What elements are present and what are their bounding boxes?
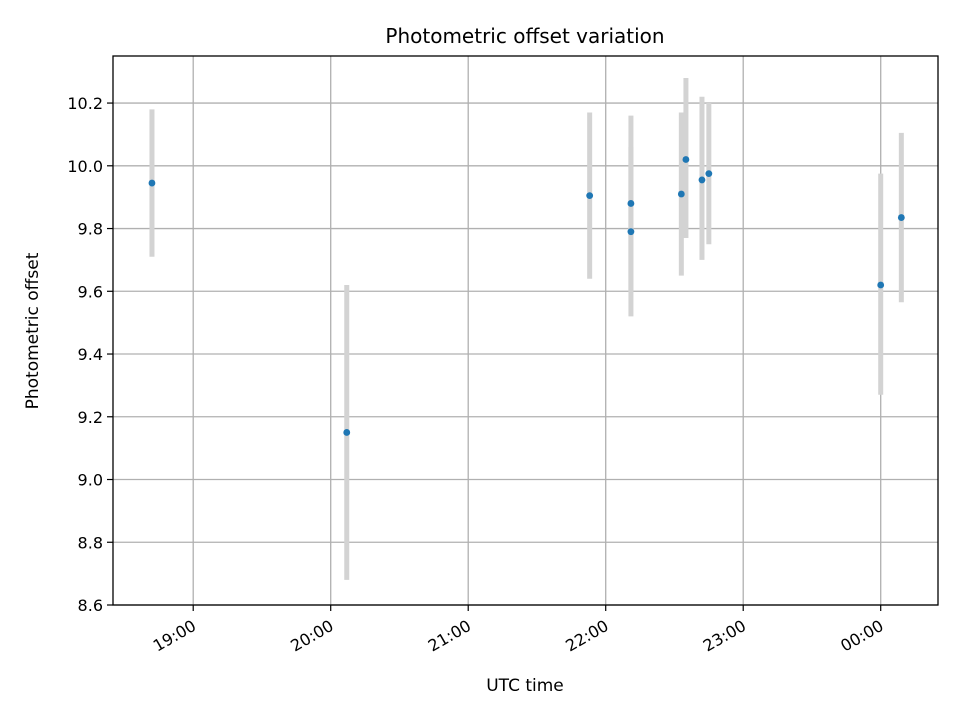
x-tick-label: 23:00 [700,616,749,656]
data-point [343,429,351,436]
data-point [897,214,905,221]
y-tick-label: 9.0 [78,471,103,490]
data-point [148,179,156,187]
data-point [682,156,690,163]
x-tick-label: 22:00 [562,616,611,656]
x-axis: 19:00 20:00 21:00 22:00 23:00 00:00 [150,605,887,656]
data-point [677,190,685,198]
y-tick-label: 8.8 [78,533,103,552]
data-points [148,156,905,436]
data-point [627,200,635,207]
y-tick-label: 9.4 [78,345,103,364]
x-tick-label: 00:00 [837,616,886,656]
data-point [698,176,706,184]
data-point [877,281,885,289]
data-point [705,170,713,178]
y-tick-label: 10.2 [67,94,103,113]
chart-title: Photometric offset variation [385,24,664,48]
data-point [627,228,635,236]
y-tick-label: 8.6 [78,596,103,615]
grid [113,56,938,606]
error-bars [149,77,904,580]
x-tick-label: 19:00 [150,616,199,656]
y-tick-label: 9.6 [78,282,103,301]
data-point [586,192,594,200]
y-tick-label: 9.8 [78,220,103,239]
y-tick-label: 9.2 [78,408,103,427]
y-axis-title: Photometric offset [23,252,43,409]
plot-frame [112,55,939,606]
y-tick-label: 10.0 [67,157,103,176]
x-axis-title: UTC time [486,676,564,696]
x-tick-label: 20:00 [287,616,336,656]
x-tick-label: 21:00 [425,616,474,656]
y-axis: 8.6 8.8 9.0 9.2 9.4 9.6 9.8 10.0 10.2 [67,94,113,615]
